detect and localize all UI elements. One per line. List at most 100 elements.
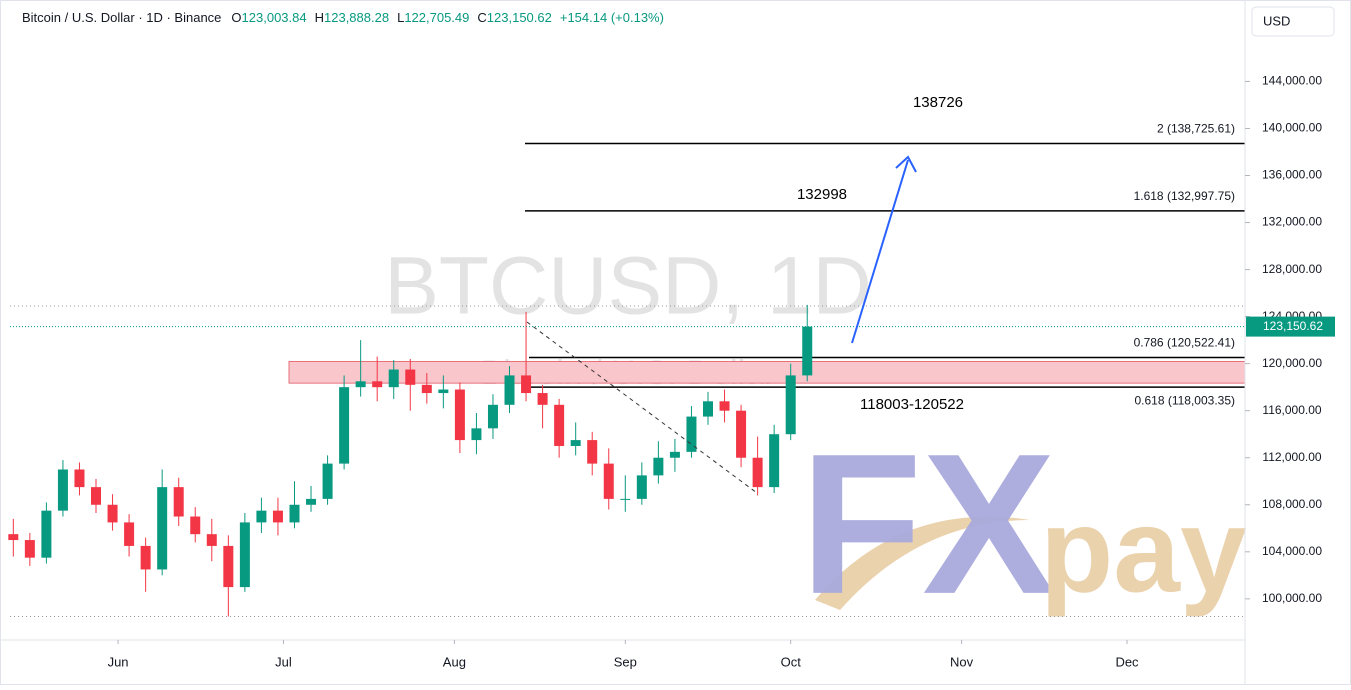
fib-label: 2 (138,725.61) — [1157, 122, 1235, 136]
y-tick-label: 136,000.00 — [1262, 168, 1322, 182]
x-tick-label: Dec — [1115, 654, 1139, 669]
last-price-label: 123,150.62 — [1263, 319, 1323, 333]
candle-body — [272, 510, 283, 523]
candle-body — [719, 401, 730, 411]
plot — [8, 142, 1246, 617]
candle-body — [74, 469, 85, 488]
candle-body — [702, 401, 713, 417]
fib-zone — [288, 361, 1246, 384]
y-tick-label: 144,000.00 — [1262, 74, 1322, 88]
y-tick-label: 132,000.00 — [1262, 215, 1322, 229]
annotation: 138726 — [913, 94, 963, 111]
candle-body — [355, 381, 366, 388]
candle-body — [190, 516, 201, 535]
candle-body — [636, 475, 647, 499]
candle-body — [140, 545, 151, 570]
candle-body — [603, 463, 614, 499]
ohlc-value: 123,150.62 — [487, 10, 552, 25]
candle-body — [554, 404, 565, 446]
arrow-head — [895, 155, 917, 173]
candle-body — [653, 457, 664, 476]
y-tick-label: 104,000.00 — [1262, 544, 1322, 558]
ohlc-key: L — [397, 10, 404, 25]
projection-arrow — [851, 159, 909, 344]
candle-body — [24, 540, 35, 558]
x-tick-label: Jul — [275, 654, 292, 669]
candle-body — [372, 381, 383, 388]
candle-body — [521, 375, 532, 394]
y-tick-label: 100,000.00 — [1262, 591, 1322, 605]
candle-body — [785, 375, 796, 435]
candle-body — [239, 522, 250, 588]
ohlc-key: C — [477, 10, 486, 25]
ohlc-key: O — [231, 10, 241, 25]
candle-body — [752, 457, 763, 488]
fib-label: 1.618 (132,997.75) — [1134, 189, 1235, 203]
ohlc-value: 122,705.49 — [404, 10, 469, 25]
candle-body — [339, 387, 350, 464]
y-tick-label: 116,000.00 — [1262, 403, 1321, 417]
candle-body — [306, 498, 317, 505]
candle-body — [421, 384, 432, 394]
y-tick-label: 128,000.00 — [1262, 262, 1322, 276]
candle-body — [504, 375, 515, 405]
candle-body — [537, 393, 548, 405]
annotation: 118003-120522 — [860, 396, 964, 413]
candle-body — [620, 498, 631, 500]
ohlc: O123,003.84 H123,888.28 L122,705.49 C123,15… — [231, 10, 551, 25]
candle-body — [157, 487, 168, 570]
candle-body — [124, 522, 135, 546]
candle-body — [289, 504, 300, 523]
ohlc-value: 123,888.28 — [324, 10, 389, 25]
watermark-symbol: BTCUSD, 1D — [384, 241, 872, 332]
candle-body — [256, 510, 267, 523]
ohlc-value: 123,003.84 — [242, 10, 307, 25]
header: Bitcoin / U.S. Dollar · 1D · Binance O123… — [22, 10, 664, 25]
candle-body — [669, 451, 680, 458]
y-tick-label: 140,000.00 — [1262, 121, 1322, 135]
ohlc-key: H — [315, 10, 324, 25]
x-tick-label: Aug — [443, 654, 466, 669]
candle-body — [454, 389, 465, 441]
candle-body — [487, 404, 498, 429]
logo: FX pay — [800, 413, 1247, 636]
candle-body — [8, 534, 19, 541]
y-tick-label: 108,000.00 — [1262, 497, 1322, 511]
header-title: Bitcoin / U.S. Dollar · 1D · Binance — [22, 10, 221, 25]
candle-body — [107, 504, 118, 523]
fib-label: 0.786 (120,522.41) — [1134, 336, 1235, 350]
candle-body — [388, 369, 399, 388]
x-tick-label: Oct — [781, 654, 802, 669]
candle-body — [587, 440, 598, 464]
last-price-badge — [1246, 316, 1335, 337]
logo-pay: pay — [1040, 484, 1247, 618]
candle-body — [322, 463, 333, 499]
y-tick-label: 120,000.00 — [1262, 356, 1322, 370]
logo-fx: FX — [800, 413, 1056, 636]
candle-body — [471, 428, 482, 441]
candle-body — [570, 440, 581, 446]
x-tick-label: Jun — [108, 654, 129, 669]
candle-body — [802, 326, 813, 376]
annotation: 132998 — [797, 186, 847, 203]
currency-button[interactable] — [1251, 6, 1335, 37]
candle-body — [223, 545, 234, 588]
change: +154.14 (+0.13%) — [560, 10, 664, 25]
candle-body — [41, 510, 52, 558]
candle-body — [405, 369, 416, 385]
currency[interactable]: USD — [1263, 13, 1290, 28]
candle-body — [736, 410, 747, 458]
candle-body — [686, 416, 697, 452]
logo-swoosh — [815, 516, 1030, 610]
candle-body — [206, 534, 217, 546]
y-tick-label: 112,000.00 — [1262, 450, 1321, 464]
x-tick-label: Nov — [950, 654, 974, 669]
x-tick-label: Sep — [614, 654, 637, 669]
candle-body — [173, 487, 184, 517]
candle-body — [438, 389, 449, 394]
fib-label: 0.618 (118,003.35) — [1134, 393, 1235, 407]
candle-body — [91, 487, 102, 505]
candle-body — [57, 469, 68, 511]
candle-body — [769, 434, 780, 488]
